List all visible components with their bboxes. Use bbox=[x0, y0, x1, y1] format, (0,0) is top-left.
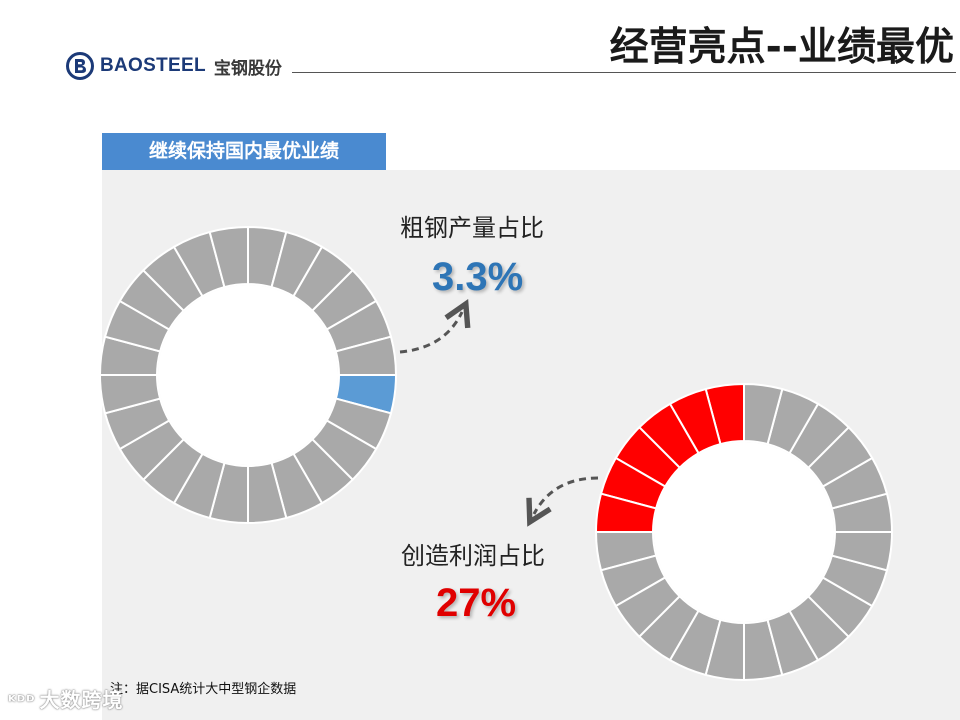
profit-share-label: 创造利润占比 bbox=[401, 542, 545, 570]
donut-segment bbox=[806, 576, 874, 639]
donut-segment bbox=[830, 531, 894, 572]
kdd-icon: ᴷᴰᴰ bbox=[8, 692, 36, 711]
crude-steel-share-value: 3.3% bbox=[432, 255, 524, 299]
donut-segment bbox=[788, 402, 851, 470]
donut-segment bbox=[637, 594, 700, 662]
donut-segment-highlighted bbox=[599, 456, 667, 510]
donut-segment bbox=[743, 618, 784, 682]
donut-segment bbox=[599, 554, 667, 608]
donut-segment bbox=[334, 335, 398, 376]
donut-segment bbox=[788, 594, 851, 662]
donut-segment-highlighted bbox=[668, 387, 722, 455]
donut-hole bbox=[654, 442, 834, 622]
donut-segment bbox=[821, 554, 889, 608]
brand-name-en: BAOSTEEL bbox=[100, 55, 206, 76]
donut-segment bbox=[594, 531, 658, 572]
donut-profit-share bbox=[594, 382, 894, 682]
donut-segment bbox=[806, 425, 874, 488]
donut-segment bbox=[766, 387, 820, 455]
donut-segment bbox=[766, 609, 820, 677]
donut-segment bbox=[704, 618, 745, 682]
brand-name-cn: 宝钢股份 bbox=[213, 58, 282, 79]
donut-segment-highlighted bbox=[614, 425, 682, 488]
company-logo: BAOSTEEL 宝钢股份 bbox=[66, 50, 291, 82]
profit-share-value: 27% bbox=[436, 581, 517, 625]
baosteel-logo-icon bbox=[66, 52, 94, 80]
donut-segment bbox=[614, 576, 682, 639]
page-title: 经营亮点--业绩最优 bbox=[609, 25, 954, 70]
donut-hole bbox=[158, 285, 338, 465]
donut-segment-highlighted bbox=[594, 492, 658, 533]
arrow-2-icon bbox=[526, 476, 599, 527]
watermark: ᴷᴰᴰ 大数跨境 bbox=[8, 684, 124, 713]
donut-segment bbox=[830, 492, 894, 533]
donut-segment-highlighted bbox=[637, 402, 700, 470]
footnote: 注：据CISA统计大中型钢企数据 bbox=[110, 682, 297, 697]
title-divider bbox=[292, 72, 956, 73]
donut-segment bbox=[668, 609, 722, 677]
crude-steel-share-label: 粗钢产量占比 bbox=[400, 214, 544, 242]
section-label: 继续保持国内最优业绩 bbox=[102, 133, 386, 170]
watermark-text: 大数跨境 bbox=[39, 688, 124, 712]
donut-segment bbox=[743, 382, 784, 446]
donut-segment bbox=[821, 456, 889, 510]
arrow-1-icon bbox=[399, 298, 471, 354]
donut-crude-steel-share bbox=[98, 225, 398, 525]
